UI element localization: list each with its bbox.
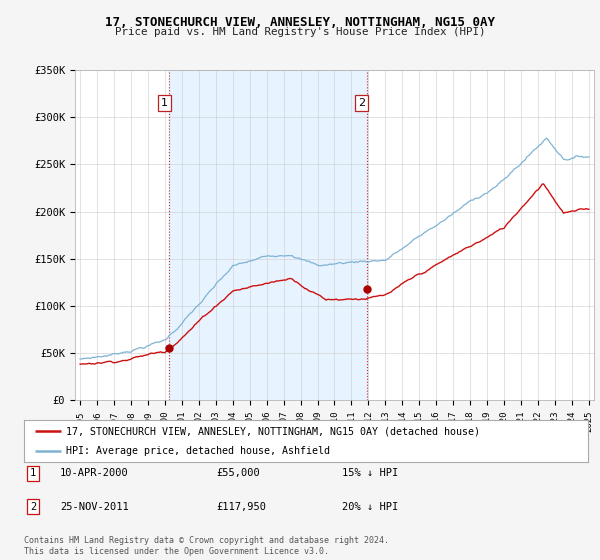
Text: £55,000: £55,000	[216, 468, 260, 478]
Text: £117,950: £117,950	[216, 502, 266, 512]
Text: HPI: Average price, detached house, Ashfield: HPI: Average price, detached house, Ashf…	[66, 446, 331, 456]
Text: 1: 1	[161, 98, 168, 108]
Text: 20% ↓ HPI: 20% ↓ HPI	[342, 502, 398, 512]
Text: 10-APR-2000: 10-APR-2000	[60, 468, 129, 478]
Text: 2: 2	[30, 502, 36, 512]
Text: 1: 1	[30, 468, 36, 478]
Text: 17, STONECHURCH VIEW, ANNESLEY, NOTTINGHAM, NG15 0AY (detached house): 17, STONECHURCH VIEW, ANNESLEY, NOTTINGH…	[66, 426, 481, 436]
Text: 15% ↓ HPI: 15% ↓ HPI	[342, 468, 398, 478]
Bar	[169, 70, 367, 400]
Text: 25-NOV-2011: 25-NOV-2011	[60, 502, 129, 512]
Text: Price paid vs. HM Land Registry's House Price Index (HPI): Price paid vs. HM Land Registry's House …	[115, 27, 485, 37]
Text: 2: 2	[358, 98, 365, 108]
Text: 17, STONECHURCH VIEW, ANNESLEY, NOTTINGHAM, NG15 0AY: 17, STONECHURCH VIEW, ANNESLEY, NOTTINGH…	[105, 16, 495, 29]
Text: Contains HM Land Registry data © Crown copyright and database right 2024.
This d: Contains HM Land Registry data © Crown c…	[24, 536, 389, 556]
